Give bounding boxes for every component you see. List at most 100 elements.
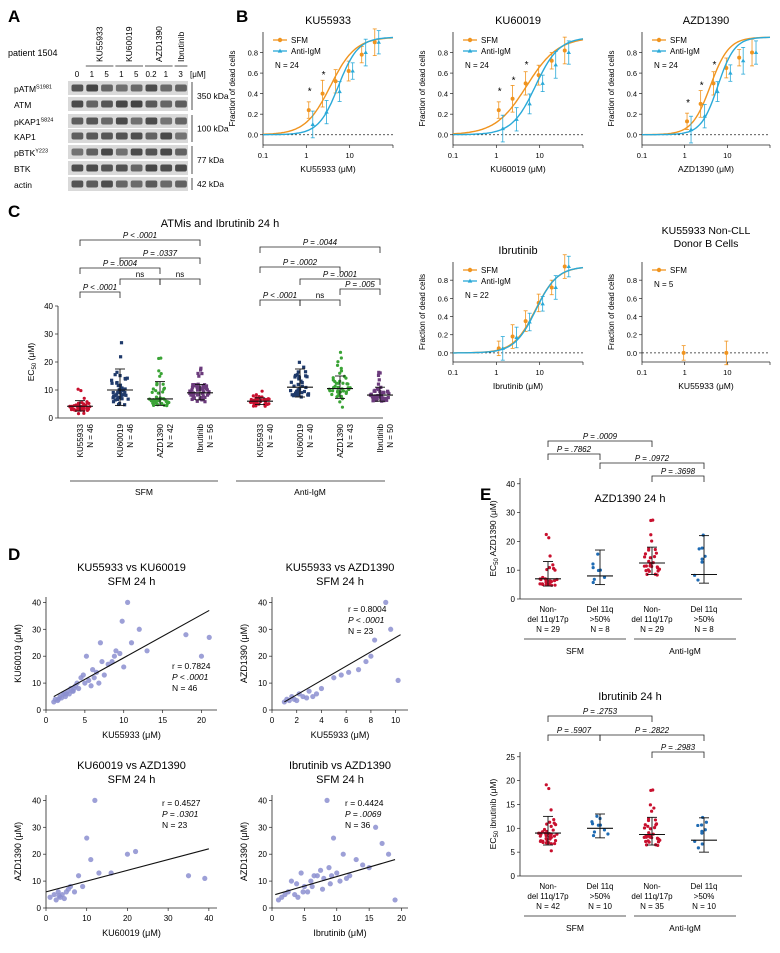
group-n-label: N = 50 — [386, 423, 395, 447]
data-point — [591, 566, 595, 570]
data-point — [51, 891, 57, 898]
blot-band — [71, 84, 84, 92]
y-tick-label: 0.6 — [627, 294, 637, 303]
group-label: >50% — [590, 892, 611, 901]
data-point — [87, 401, 91, 406]
kda-label: 100 kDa — [197, 124, 229, 134]
data-point — [82, 396, 86, 400]
western-drug-headers: KU55933 KU60019 AZD1390 Ibrutinib — [85, 26, 188, 67]
data-point — [592, 830, 597, 834]
data-point — [388, 626, 394, 632]
ec50-azd1390-by-del11q: AZD1390 24 h 0 10 20 30 40 EC50 AZD1390 (μM) No… — [488, 432, 742, 656]
dose-response-azd1390: AZD1390 0.0 0.2 0.4 0.6 0.8 0.1 1 10 AZD1390 (μM)… — [607, 15, 771, 174]
data-point — [192, 396, 196, 400]
y-tick-label: 15 — [506, 800, 515, 809]
comparison-bracket — [599, 734, 705, 741]
data-point — [155, 382, 159, 386]
data-point — [86, 677, 92, 684]
panel-letter-c: C — [8, 202, 20, 221]
data-point — [295, 373, 299, 377]
y-tick-label: 0.2 — [627, 331, 637, 340]
y-axis-label: Fraction of dead cells — [607, 274, 616, 350]
data-point — [298, 870, 304, 876]
dose-response-ku60019: KU60019 0.0 0.2 0.4 0.6 0.8 0.1 1 10 KU60019 (μM)… — [418, 15, 584, 174]
data-point — [74, 408, 78, 412]
legend-marker — [277, 37, 283, 43]
n-label: N = 5 — [654, 280, 674, 289]
data-point — [549, 824, 553, 828]
n-label: N = 24 — [465, 61, 489, 70]
data-point — [82, 411, 86, 415]
data-point-sfm — [510, 96, 515, 101]
data-point — [121, 393, 125, 397]
y-tick-label: 0.8 — [438, 276, 448, 285]
data-point — [207, 390, 211, 394]
data-point — [61, 895, 67, 902]
group-label: Ibrutinib — [196, 423, 205, 452]
data-point — [339, 366, 343, 370]
data-point — [296, 382, 300, 387]
fit-curve-anti-igm — [642, 36, 771, 136]
data-point-anti-igm — [566, 264, 571, 269]
data-point — [642, 564, 646, 568]
blot-band — [71, 117, 84, 125]
data-point — [381, 396, 385, 400]
blot-band — [160, 117, 173, 125]
data-point — [654, 551, 659, 555]
stat-label: P = .0301 — [162, 809, 199, 819]
data-point — [344, 391, 348, 395]
data-point — [653, 818, 658, 822]
group-n-label: N = 56 — [206, 423, 215, 447]
data-point — [251, 404, 256, 408]
data-point — [200, 371, 204, 376]
western-kda-labels: 350 kDa 100 kDa 77 kDa 42 kDa — [191, 82, 229, 190]
data-point — [288, 389, 293, 393]
data-point — [76, 412, 81, 416]
blot-band — [115, 164, 128, 172]
data-point — [545, 822, 549, 826]
data-point — [254, 393, 258, 397]
x-tick-label: 20 — [123, 914, 132, 923]
data-point — [119, 618, 125, 624]
data-point — [703, 828, 707, 832]
data-point — [376, 373, 381, 378]
data-point — [700, 842, 704, 846]
data-point — [549, 832, 553, 837]
data-point — [552, 817, 556, 822]
blot-band — [130, 148, 143, 156]
data-point — [55, 696, 62, 702]
data-point — [341, 381, 345, 385]
data-point — [596, 823, 601, 827]
data-point — [538, 582, 542, 586]
legend-label: SFM — [670, 266, 687, 275]
legend-marker — [277, 48, 283, 53]
significance-star: * — [686, 98, 690, 109]
data-point — [111, 400, 116, 404]
x-tick-label: 6 — [344, 716, 349, 725]
chart-title: KU55933 Non-CLL — [662, 225, 751, 237]
data-point — [386, 395, 390, 400]
data-point — [305, 889, 311, 895]
data-point — [201, 387, 205, 392]
data-point — [109, 658, 115, 665]
data-point — [649, 518, 653, 523]
comparison-label: P = .5907 — [557, 726, 592, 735]
data-point — [188, 391, 192, 396]
y-tick-label: 0.2 — [438, 110, 448, 119]
group-label: Del 11q — [587, 605, 614, 614]
data-point — [125, 599, 131, 605]
comparison-bracket — [299, 299, 341, 306]
blot-band — [175, 100, 187, 108]
y-axis-label: AZD1390 (μM) — [239, 822, 249, 881]
data-point — [338, 350, 343, 354]
x-tick-label: 4 — [319, 716, 324, 725]
legend-label: Anti-IgM — [291, 47, 321, 56]
stat-label: N = 46 — [172, 683, 198, 693]
data-point — [655, 565, 659, 569]
data-point — [206, 634, 212, 640]
x-tick-label: 30 — [164, 914, 173, 923]
y-axis-label: EC50 (μM) — [26, 343, 38, 382]
panel-letters: A B C D E — [8, 7, 491, 564]
legend-marker — [656, 48, 662, 53]
